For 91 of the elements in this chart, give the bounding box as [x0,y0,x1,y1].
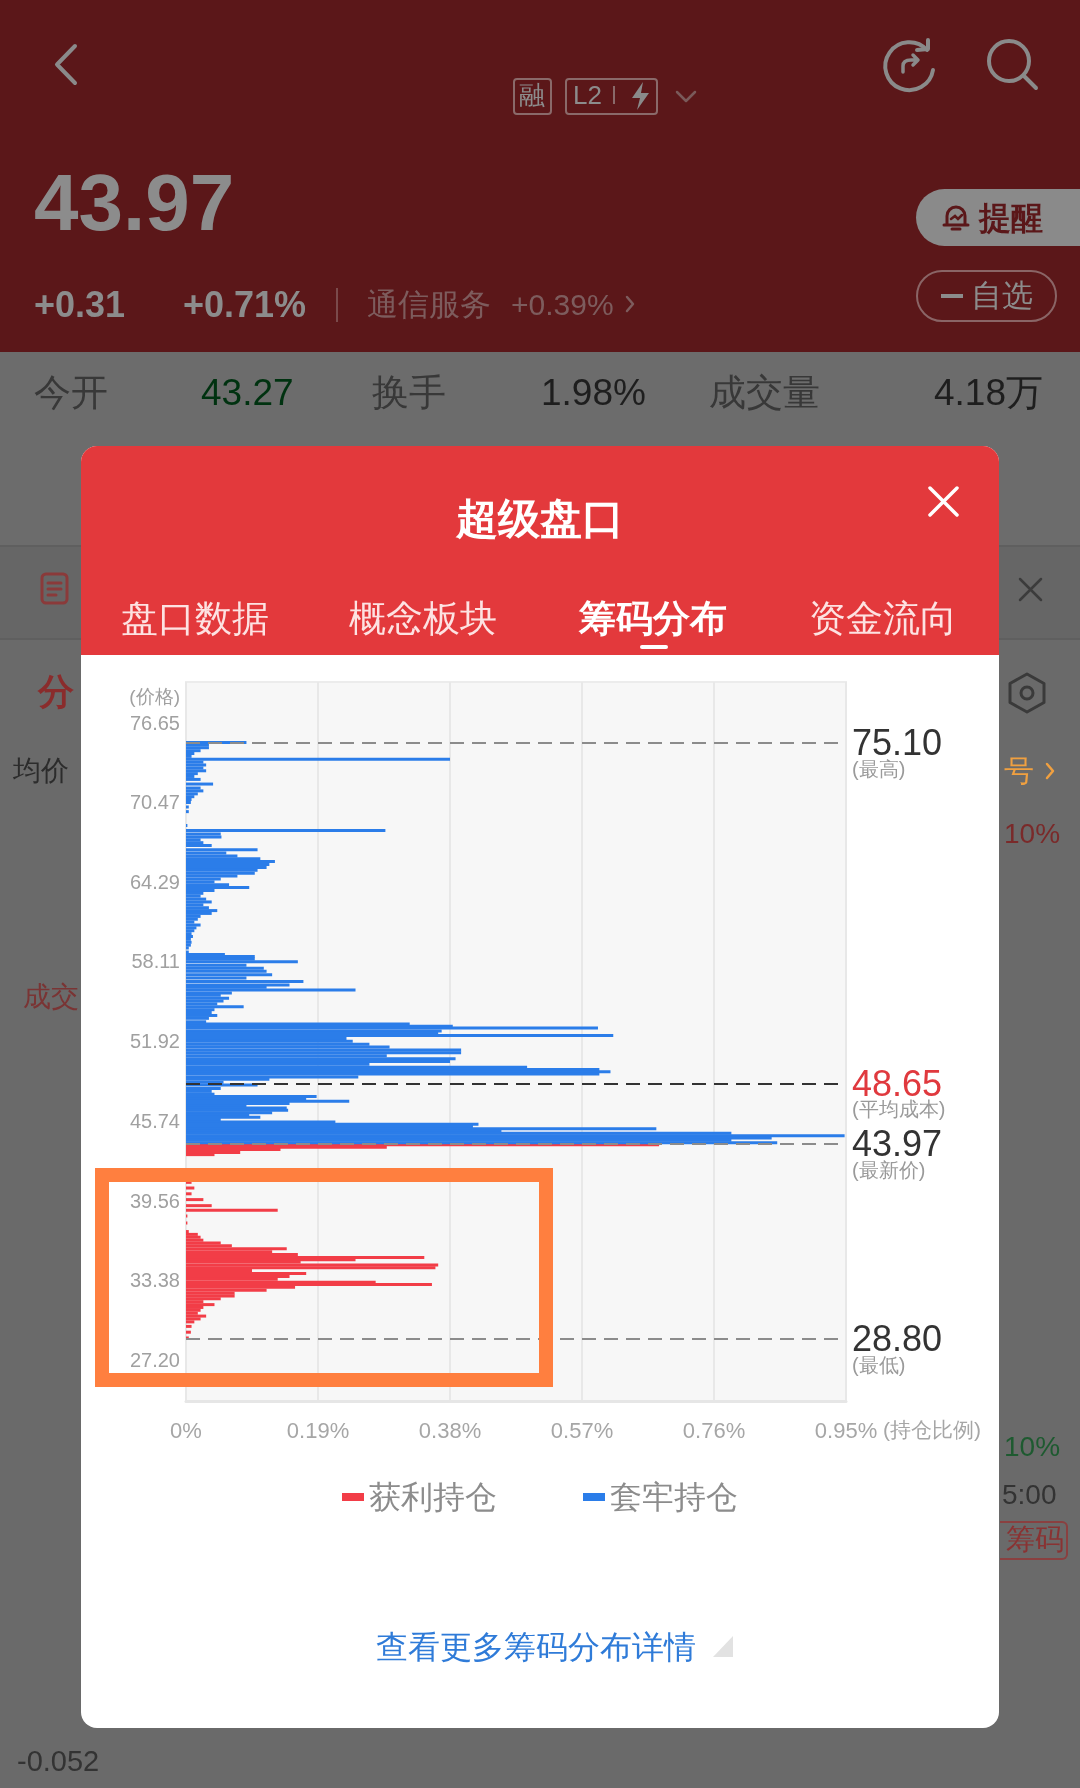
bar [186,1204,212,1208]
bar [186,766,204,770]
x-tick-label: 0.38% [418,1417,482,1443]
y-tick-label: 27.20 [129,1348,180,1371]
bar [186,917,198,921]
bar [186,1127,657,1131]
text: 10% [1004,817,1061,851]
bar [186,777,201,781]
bar [186,769,207,773]
x-tick-label: 0.19% [286,1417,350,1443]
text: 4.18万 [933,371,1043,415]
bar [186,960,298,964]
bar [186,979,304,983]
text: 均价 [13,754,69,788]
x-tick-label: 0.95% [814,1417,878,1443]
bar [186,1005,244,1009]
bar [186,988,356,992]
bar [186,1208,278,1212]
bar [186,1192,192,1196]
legend-label: 获利持仓 [369,1479,497,1515]
bar [186,900,212,904]
text: 10% [1004,1430,1061,1464]
bar [186,1324,192,1328]
bar [186,1013,218,1017]
bar [186,1272,307,1276]
bar [186,1247,287,1251]
bar [186,929,195,933]
bar [186,1232,198,1236]
text: 通信服务 [367,287,491,323]
bar [186,1070,611,1074]
bar [186,926,197,930]
text: 分 [38,671,74,713]
text: 号 [1004,753,1034,789]
bar [186,1057,456,1061]
bar [186,966,264,970]
bar [186,937,191,941]
text: 5:00 [1002,1478,1057,1512]
x-tick-label: 0.57% [550,1417,614,1443]
bar [186,1266,436,1270]
text: 盘口数据 [121,597,269,641]
bar [186,795,195,799]
text: -0.052 [17,1745,100,1779]
text: 概念板块 [349,597,497,641]
bar [186,1303,215,1307]
text: 融 [519,80,545,111]
bar [186,829,386,833]
text: L2 [573,80,602,111]
y-tick-label: 58.11 [131,950,180,973]
text: 提醒 [979,199,1043,237]
y-tick-label: 45.74 [129,1109,180,1132]
x-tick-label: 0.76% [682,1417,746,1443]
bar [186,848,258,852]
text: +0.31 [34,284,126,326]
y-tick-label: 51.92 [129,1030,180,1053]
text: 1.98% [541,371,646,415]
bar [186,1186,195,1190]
bar [186,871,255,875]
bar [186,1198,204,1202]
text: 查看更多筹码分布详情 [376,1628,696,1666]
bar [186,996,230,1000]
chart-title: 超级盘口 [456,494,624,544]
bar [186,805,189,809]
x-axis-title: (持仓比例) [883,1418,982,1441]
text: +0.39% [511,287,614,323]
bar [186,1034,614,1038]
bar [186,757,450,761]
text: 筹码 [1006,1523,1064,1557]
y-tick-label: 76.65 [129,711,180,734]
bar [186,1282,432,1286]
y-axis-title: (价格) [129,686,180,707]
text: 资金流向 [809,597,957,641]
y-tick-label: 70.47 [129,791,180,814]
bar [186,782,214,786]
bar [186,1263,439,1267]
bar [186,886,250,890]
bar [186,1235,201,1239]
bar [186,973,273,977]
bar [186,1308,201,1312]
text: 自选 [971,278,1033,314]
y-tick-label: 39.56 [129,1189,180,1212]
y-tick-label: 64.29 [129,870,180,893]
bar [186,909,218,913]
bar [186,1330,191,1334]
x-tick-label: 0% [170,1417,202,1443]
text: 筹码分布 [579,597,727,641]
text: 43.97 [34,157,235,249]
y-tick-label: 33.38 [129,1269,180,1292]
text: 43.27 [201,371,294,415]
text: +0.71% [183,284,307,326]
legend-label: 套牢持仓 [610,1479,738,1515]
bar [186,810,189,814]
